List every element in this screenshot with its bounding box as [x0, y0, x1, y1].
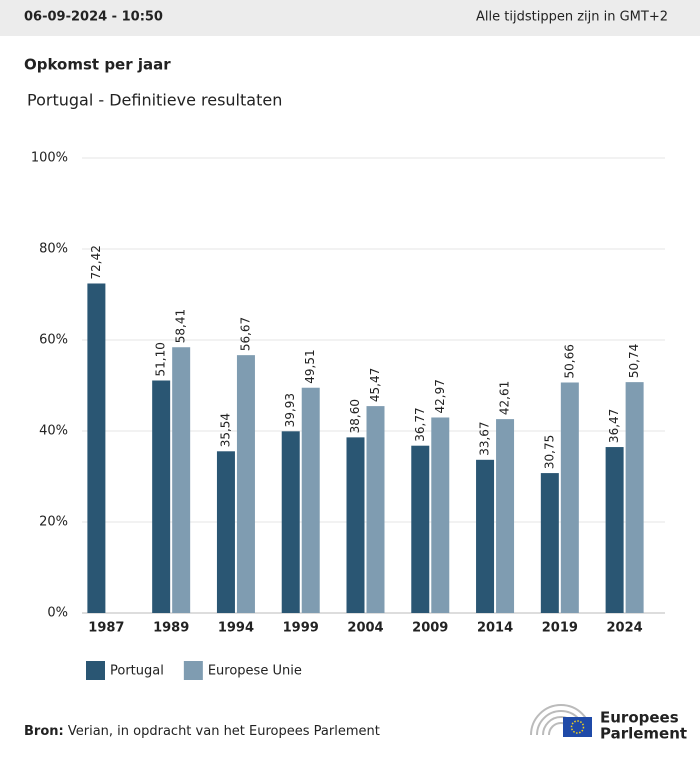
- data-label: 50,74: [627, 344, 641, 378]
- bar: [172, 347, 191, 613]
- x-tick-label: 2004: [347, 621, 383, 636]
- data-label: 33,67: [478, 421, 492, 455]
- x-tick-label: 1987: [88, 621, 124, 636]
- data-label: 42,97: [433, 379, 447, 413]
- source-label: Bron:: [24, 724, 64, 739]
- bar: [625, 382, 644, 613]
- legend-swatch: [86, 661, 105, 680]
- x-tick-label: 1989: [153, 621, 189, 636]
- data-label: 51,10: [154, 342, 168, 376]
- x-tick-label: 2019: [542, 621, 578, 636]
- x-tick-label: 2009: [412, 621, 448, 636]
- data-label: 35,54: [218, 413, 232, 447]
- x-tick-label: 2014: [477, 621, 513, 636]
- header-timezone: Alle tijdstippen zijn in GMT+2: [476, 10, 668, 25]
- logo-text: Europees: [600, 709, 679, 727]
- logo: Europees Parlement: [530, 704, 687, 743]
- x-tick-label: 1999: [283, 621, 319, 636]
- legend-swatch: [183, 661, 203, 680]
- legend-label: Portugal: [110, 664, 164, 679]
- data-label: 36,47: [607, 409, 621, 443]
- header-bar: [0, 0, 700, 36]
- data-label: 49,51: [303, 349, 317, 383]
- data-label: 72,42: [89, 245, 103, 279]
- y-tick-label: 60%: [39, 333, 68, 348]
- bar: [605, 447, 624, 613]
- y-tick-label: 80%: [39, 242, 68, 257]
- bar: [87, 283, 106, 613]
- bar: [216, 451, 235, 613]
- chart-subtitle: Portugal - Definitieve resultaten: [27, 91, 282, 110]
- data-label: 50,66: [562, 344, 576, 378]
- y-tick-label: 100%: [31, 151, 68, 166]
- legend-label: Europese Unie: [208, 664, 302, 679]
- bar: [411, 445, 430, 613]
- bar: [346, 437, 365, 613]
- data-label: 30,75: [542, 435, 556, 469]
- source-text: Verian, in opdracht van het Europees Par…: [68, 724, 380, 739]
- data-label: 42,61: [498, 381, 512, 415]
- y-tick-label: 0%: [47, 606, 68, 621]
- bar: [431, 417, 450, 613]
- y-tick-label: 40%: [39, 424, 68, 439]
- x-tick-label: 2024: [607, 621, 643, 636]
- logo-text: Parlement: [600, 725, 687, 743]
- data-label: 45,47: [368, 368, 382, 402]
- source: Bron: Verian, in opdracht van het Europe…: [24, 724, 380, 739]
- x-tick-label: 1994: [218, 621, 254, 636]
- bar: [281, 431, 300, 613]
- y-tick-label: 20%: [39, 515, 68, 530]
- data-label: 56,67: [238, 317, 252, 351]
- bar: [496, 419, 515, 613]
- bar: [540, 473, 559, 613]
- header-date: 06-09-2024 - 10:50: [24, 10, 163, 25]
- bar: [301, 387, 320, 613]
- data-label: 39,93: [283, 393, 297, 427]
- bar: [366, 406, 385, 613]
- chart-title: Opkomst per jaar: [24, 56, 171, 74]
- bar: [476, 459, 495, 613]
- data-label: 38,60: [348, 399, 362, 433]
- data-label: 58,41: [174, 309, 188, 343]
- bar: [560, 382, 579, 613]
- bar: [236, 355, 255, 613]
- data-label: 36,77: [413, 407, 427, 441]
- bar: [152, 380, 171, 613]
